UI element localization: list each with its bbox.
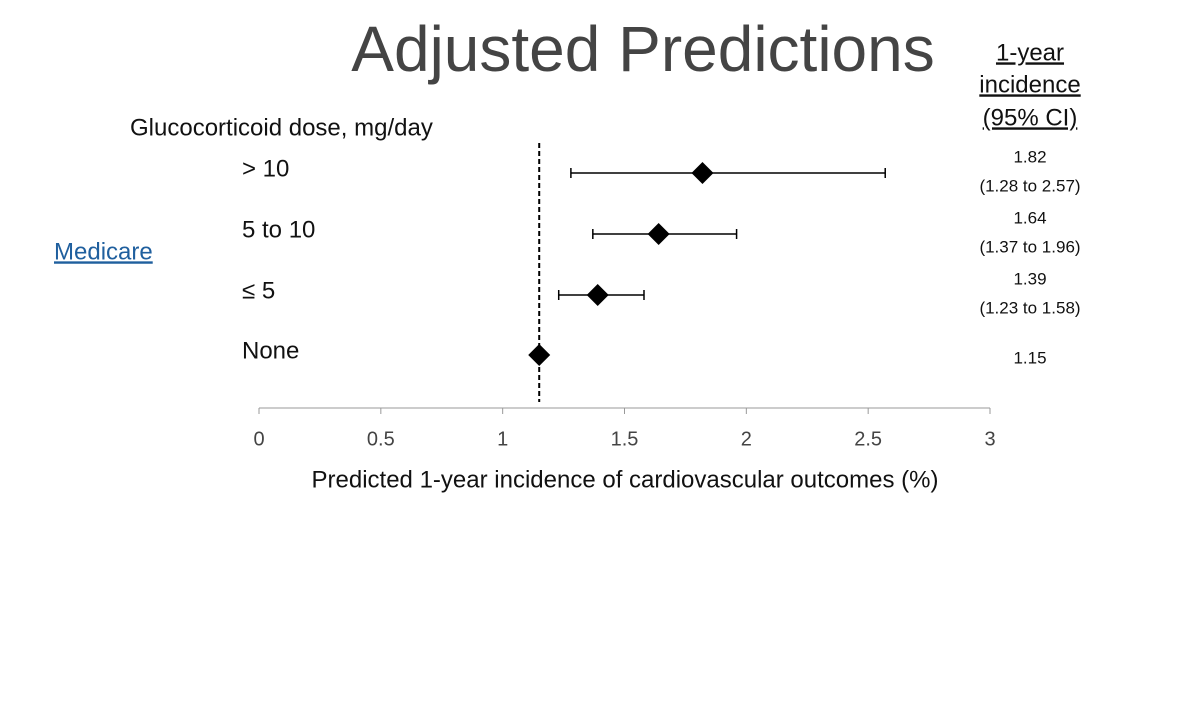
- value-label: 1.82: [1013, 147, 1046, 166]
- point-estimate: [647, 223, 670, 245]
- point-estimate: [528, 344, 551, 366]
- category-label: None: [242, 337, 299, 364]
- category-label: > 10: [242, 155, 289, 182]
- column-header: (95% CI): [983, 104, 1078, 131]
- x-tick-label: 1.5: [611, 428, 639, 450]
- x-tick-label: 1: [497, 428, 508, 450]
- x-tick-label: 2.5: [854, 428, 882, 450]
- column-header: 1-year: [996, 39, 1064, 66]
- chart-title: Adjusted Predictions: [351, 13, 934, 85]
- ci-label: (1.28 to 2.57): [979, 176, 1080, 195]
- x-tick-label: 2: [741, 428, 752, 450]
- point-estimate: [691, 162, 714, 184]
- column-header: incidence: [979, 71, 1080, 98]
- ci-label: (1.23 to 1.58): [979, 298, 1080, 317]
- value-label: 1.39: [1013, 269, 1046, 288]
- point-estimate: [586, 284, 609, 306]
- category-label: 5 to 10: [242, 216, 315, 243]
- x-tick-label: 0.5: [367, 428, 395, 450]
- category-label: ≤ 5: [242, 277, 275, 304]
- side-label[interactable]: Medicare: [54, 238, 153, 265]
- x-tick-label: 0: [253, 428, 264, 450]
- x-axis-label: Predicted 1-year incidence of cardiovasc…: [312, 466, 939, 493]
- group-label: Glucocorticoid dose, mg/day: [130, 114, 433, 141]
- ci-label: (1.37 to 1.96): [979, 237, 1080, 256]
- x-tick-label: 3: [984, 428, 995, 450]
- value-label: 1.15: [1013, 348, 1046, 367]
- value-label: 1.64: [1013, 208, 1046, 227]
